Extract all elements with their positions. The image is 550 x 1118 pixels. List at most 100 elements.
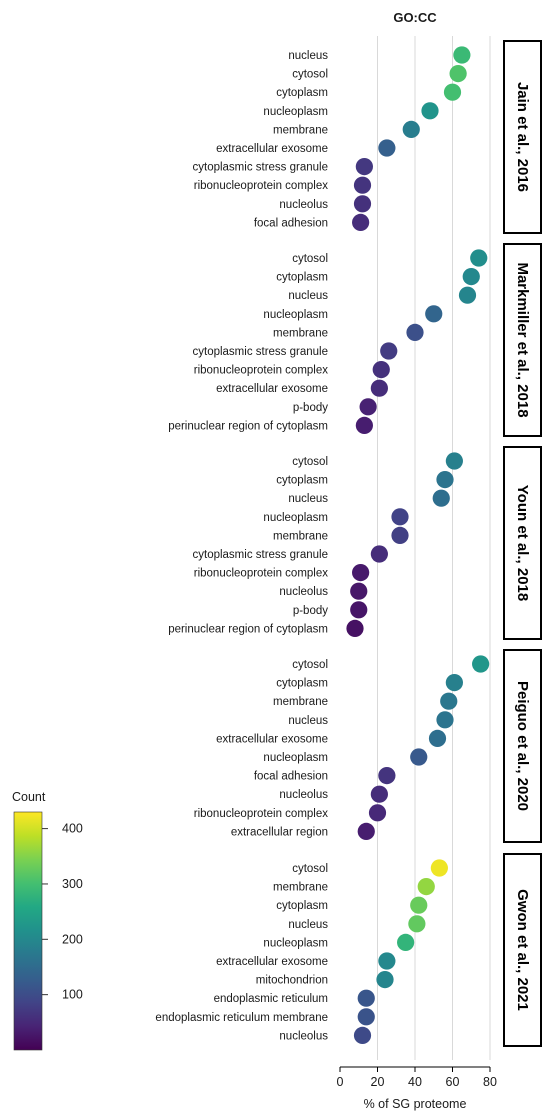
term-label: membrane — [273, 530, 328, 542]
data-point — [357, 989, 375, 1007]
color-legend-tick-label: 100 — [62, 988, 83, 1002]
data-point — [470, 249, 488, 267]
color-legend-tick-label: 200 — [62, 932, 83, 946]
x-tick-label: 0 — [337, 1075, 344, 1089]
term-label: cytoplasmic stress granule — [193, 162, 329, 174]
data-point — [355, 416, 373, 434]
term-label: extracellular exosome — [216, 956, 328, 968]
term-label: extracellular exosome — [216, 143, 328, 155]
term-label: cytoplasm — [276, 87, 328, 99]
term-label: cytoplasmic stress granule — [193, 346, 329, 358]
data-point — [370, 785, 388, 803]
facet-strip — [503, 446, 542, 640]
data-point — [402, 120, 420, 138]
data-point — [430, 859, 448, 877]
term-label: membrane — [273, 327, 328, 339]
term-label: mitochondrion — [256, 975, 328, 987]
gridlines — [377, 36, 491, 1060]
data-point — [445, 674, 463, 692]
data-point — [376, 971, 394, 989]
term-label: nucleolus — [279, 789, 328, 801]
data-point — [350, 582, 368, 600]
data-point — [445, 452, 463, 470]
data-point — [368, 804, 387, 822]
term-label: cytoplasm — [276, 678, 328, 690]
term-label: ribonucleoprotein complex — [194, 568, 328, 580]
data-point — [370, 545, 388, 563]
data-point — [378, 952, 396, 970]
panel: nucleus cytosol cytoplasm nucleoplasm membra… — [193, 40, 542, 234]
data-point — [357, 1008, 375, 1026]
term-label: focal adhesion — [254, 771, 328, 783]
x-tick-label: 60 — [446, 1075, 460, 1089]
data-point — [352, 564, 370, 582]
term-label: extracellular exosome — [216, 383, 328, 395]
data-point — [378, 767, 396, 785]
term-label: nucleolus — [279, 586, 328, 598]
term-label: nucleoplasm — [263, 309, 328, 321]
panel: cytosol cytoplasm nucleus nucleoplasm membra… — [168, 446, 542, 640]
x-tick-label: 80 — [483, 1075, 497, 1089]
facet-strip-label: Peiguo et al., 2020 — [514, 681, 531, 811]
data-point — [406, 323, 424, 341]
term-label: nucleus — [288, 50, 328, 62]
term-label: nucleus — [288, 290, 328, 302]
facet-strip — [503, 649, 542, 843]
data-point — [410, 748, 428, 766]
term-label: p-body — [293, 402, 328, 414]
data-point — [346, 619, 364, 638]
data-point — [391, 508, 409, 526]
data-point — [391, 526, 409, 545]
data-point — [353, 176, 372, 194]
data-point — [380, 342, 398, 360]
data-point — [453, 46, 471, 64]
data-point — [359, 398, 377, 416]
term-label: cytosol — [292, 659, 328, 671]
term-label: nucleoplasm — [263, 937, 328, 949]
term-label: cytosol — [292, 69, 328, 81]
term-label: cytoplasm — [276, 475, 328, 487]
data-point — [458, 286, 477, 304]
data-point — [417, 878, 435, 896]
facet-strip-label: Jain et al., 2016 — [514, 82, 531, 192]
data-point — [472, 655, 490, 673]
term-label: cytosol — [292, 863, 328, 875]
x-tick-label: 40 — [408, 1075, 422, 1089]
data-point — [428, 729, 447, 748]
term-label: nucleolus — [279, 199, 328, 211]
data-point — [440, 692, 458, 710]
chart-title: GO:CC — [393, 10, 437, 25]
x-axis: 0 20 40 60 80 — [337, 1066, 497, 1089]
term-label: ribonucleoprotein complex — [194, 365, 328, 377]
panel: cytosol cytoplasm membrane nucleus extracell… — [194, 649, 542, 843]
panels: nucleus cytosol cytoplasm nucleoplasm membra… — [155, 40, 542, 1047]
x-axis-title: % of SG proteome — [364, 1097, 467, 1111]
term-label: extracellular exosome — [216, 733, 328, 745]
panel: cytosol cytoplasm nucleus nucleoplasm membra… — [168, 243, 542, 437]
data-point — [436, 711, 454, 729]
term-label: nucleolus — [279, 1030, 328, 1042]
data-point — [436, 471, 454, 489]
data-point — [421, 102, 439, 120]
term-label: membrane — [273, 124, 328, 136]
term-label: cytoplasm — [276, 272, 328, 284]
facet-strip — [503, 243, 542, 437]
data-point — [443, 83, 462, 101]
color-legend-bar — [13, 811, 43, 1051]
term-label: cytosol — [292, 253, 328, 265]
data-point — [352, 213, 370, 231]
term-label: endoplasmic reticulum membrane — [155, 1012, 328, 1024]
term-label: ribonucleoprotein complex — [194, 180, 328, 192]
term-label: extracellular region — [231, 826, 328, 838]
term-label: perinuclear region of cytoplasm — [168, 420, 328, 432]
term-label: nucleoplasm — [263, 106, 328, 118]
panel: cytosol membrane cytoplasm nucleus nucleopla… — [155, 853, 542, 1047]
term-label: nucleus — [288, 919, 328, 931]
x-tick-label: 20 — [371, 1075, 385, 1089]
data-point — [410, 896, 428, 914]
term-label: membrane — [273, 882, 328, 894]
color-legend-tick-label: 300 — [62, 877, 83, 891]
data-point — [425, 305, 443, 323]
data-point — [462, 268, 480, 286]
